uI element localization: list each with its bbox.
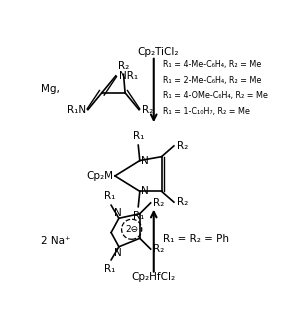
Text: R₂: R₂	[153, 198, 164, 208]
Text: N: N	[141, 186, 149, 196]
Text: R₁ = 2-Me-C₆H₄, R₂ = Me: R₁ = 2-Me-C₆H₄, R₂ = Me	[163, 76, 261, 85]
Text: R₂: R₂	[177, 197, 188, 207]
Text: 2⊖: 2⊖	[125, 225, 138, 234]
Text: R₁ = 1-C₁₀H₇, R₂ = Me: R₁ = 1-C₁₀H₇, R₂ = Me	[163, 107, 250, 116]
Text: R₁ = 4-OMe-C₆H₄, R₂ = Me: R₁ = 4-OMe-C₆H₄, R₂ = Me	[163, 91, 268, 100]
Text: R₁N: R₁N	[67, 105, 86, 115]
Text: N: N	[114, 207, 122, 217]
Text: R₂: R₂	[177, 141, 188, 151]
Text: R₂: R₂	[142, 105, 153, 115]
Text: Mg,: Mg,	[41, 84, 60, 94]
Text: Cp₂M: Cp₂M	[86, 171, 113, 181]
Text: 2 Na⁺: 2 Na⁺	[41, 236, 71, 246]
Text: Cp₂TiCl₂: Cp₂TiCl₂	[137, 47, 178, 57]
Text: R₁: R₁	[104, 191, 115, 201]
Text: R₁: R₁	[133, 211, 144, 221]
Text: R₁ = R₂ = Ph: R₁ = R₂ = Ph	[163, 234, 229, 244]
Text: R₁ = 4-Me-C₆H₄, R₂ = Me: R₁ = 4-Me-C₆H₄, R₂ = Me	[163, 61, 261, 69]
Text: NR₁: NR₁	[119, 71, 138, 81]
Text: N: N	[114, 248, 122, 258]
Text: R₁: R₁	[133, 131, 144, 141]
Text: N: N	[141, 156, 149, 166]
Text: Cp₂HfCl₂: Cp₂HfCl₂	[132, 272, 176, 282]
Text: R₂: R₂	[153, 244, 164, 254]
Text: R₂: R₂	[118, 61, 129, 71]
Text: R₁: R₁	[104, 264, 115, 274]
